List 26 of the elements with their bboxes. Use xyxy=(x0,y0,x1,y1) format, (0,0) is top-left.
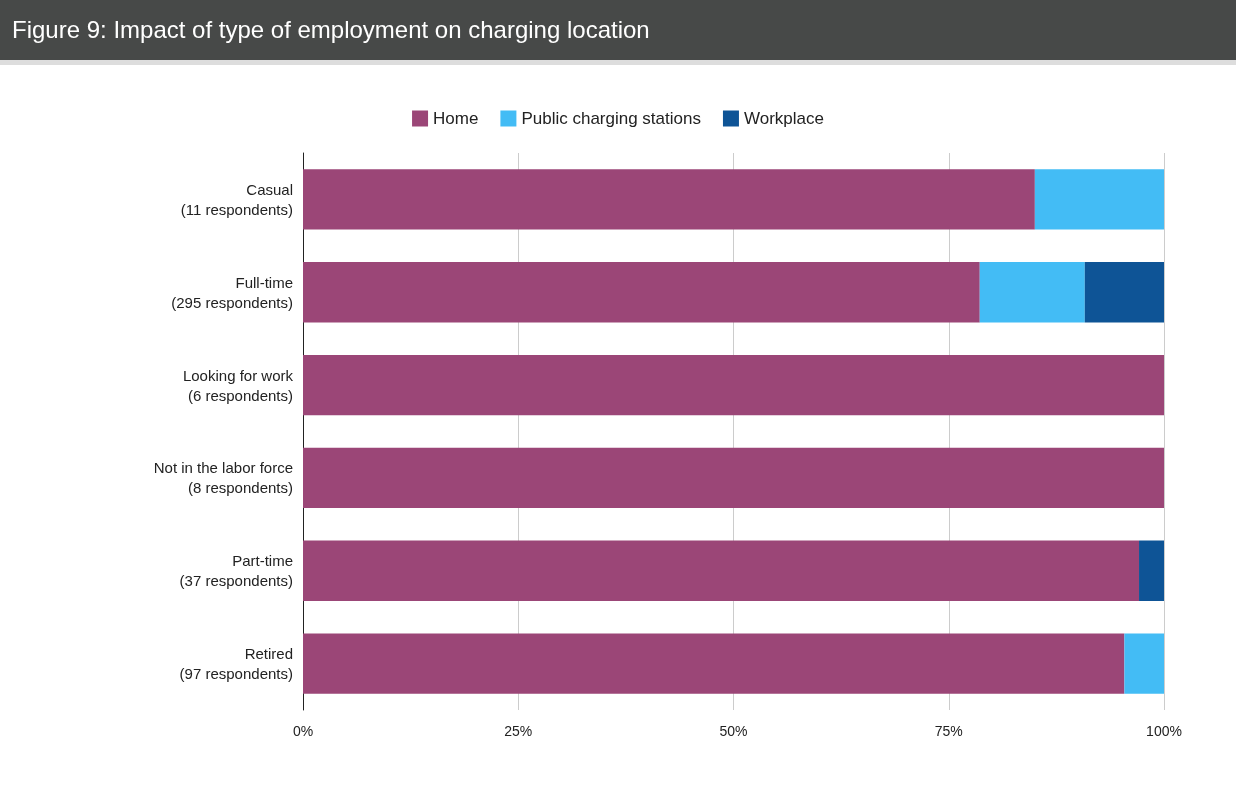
legend-label: Workplace xyxy=(743,109,824,128)
chart-title: Figure 9: Impact of type of employment on charging location xyxy=(0,0,1236,60)
bar xyxy=(1124,633,1164,694)
bar xyxy=(303,540,1140,601)
y-tick-label: Looking for work (6 respondents) xyxy=(182,366,294,404)
x-tick-label: 50% xyxy=(719,723,748,739)
bar xyxy=(1034,169,1164,230)
legend-label: Home xyxy=(433,109,479,128)
y-tick-label: Not in the labor force (8 respondents) xyxy=(153,459,293,497)
y-tick-label: Casual (11 respondents) xyxy=(180,180,293,218)
x-tick-label: 75% xyxy=(934,723,963,739)
bar xyxy=(979,262,1085,323)
x-tick-label: 25% xyxy=(504,723,533,739)
bar xyxy=(303,633,1125,694)
bar xyxy=(303,447,1164,509)
bar xyxy=(1139,540,1164,601)
bar xyxy=(303,354,1164,416)
y-tick-label: Retired (97 respondents) xyxy=(179,645,293,683)
y-tick-label: Full-time (295 respondents) xyxy=(171,273,293,311)
y-tick-label: Part-time (37 respondents) xyxy=(179,552,293,590)
bar xyxy=(303,169,1035,230)
legend-label: Public charging stations xyxy=(521,109,701,128)
x-tick-label: 100% xyxy=(1146,723,1182,739)
bar xyxy=(303,262,980,323)
bar xyxy=(1084,262,1164,323)
x-tick-label: 0% xyxy=(292,723,314,739)
